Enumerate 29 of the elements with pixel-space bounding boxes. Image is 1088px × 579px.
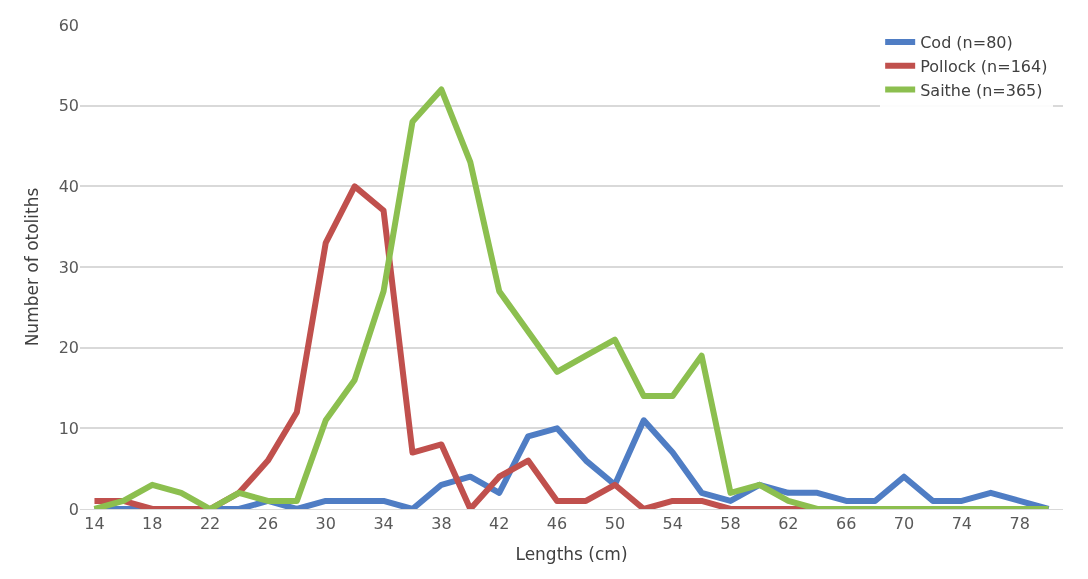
x-tick-label: 54 bbox=[662, 514, 683, 534]
y-axis-title: Number of otoliths bbox=[22, 187, 43, 347]
y-tick-label: 50 bbox=[58, 96, 79, 116]
y-tick-label: 30 bbox=[58, 257, 79, 277]
x-tick-label: 74 bbox=[951, 514, 972, 534]
x-tick-label: 46 bbox=[546, 514, 568, 534]
y-tick-label: 40 bbox=[58, 176, 79, 196]
x-tick-label: 26 bbox=[257, 514, 279, 534]
x-tick-label: 38 bbox=[431, 514, 452, 534]
x-axis-title: Lengths (cm) bbox=[515, 543, 628, 564]
x-tick-label: 78 bbox=[1009, 514, 1030, 534]
legend-label: Saithe (n=365) bbox=[920, 80, 1043, 100]
legend-label: Pollock (n=164) bbox=[920, 56, 1048, 76]
x-tick-label: 58 bbox=[720, 514, 741, 534]
y-tick-label: 60 bbox=[58, 15, 79, 35]
x-tick-label: 42 bbox=[489, 514, 510, 534]
y-tick-label: 10 bbox=[58, 418, 79, 438]
y-tick-label: 0 bbox=[68, 499, 79, 519]
x-tick-label: 30 bbox=[315, 514, 336, 534]
x-tick-label: 50 bbox=[604, 514, 626, 534]
x-tick-label: 34 bbox=[373, 514, 394, 534]
y-tick-label: 20 bbox=[58, 338, 79, 358]
legend-label: Cod (n=80) bbox=[920, 33, 1013, 53]
x-tick-label: 22 bbox=[199, 514, 221, 534]
x-tick-label: 70 bbox=[893, 514, 915, 534]
x-tick-label: 18 bbox=[142, 514, 163, 534]
x-tick-label: 62 bbox=[778, 514, 799, 534]
x-tick-label: 66 bbox=[835, 514, 857, 534]
x-tick-label: 14 bbox=[84, 514, 105, 534]
